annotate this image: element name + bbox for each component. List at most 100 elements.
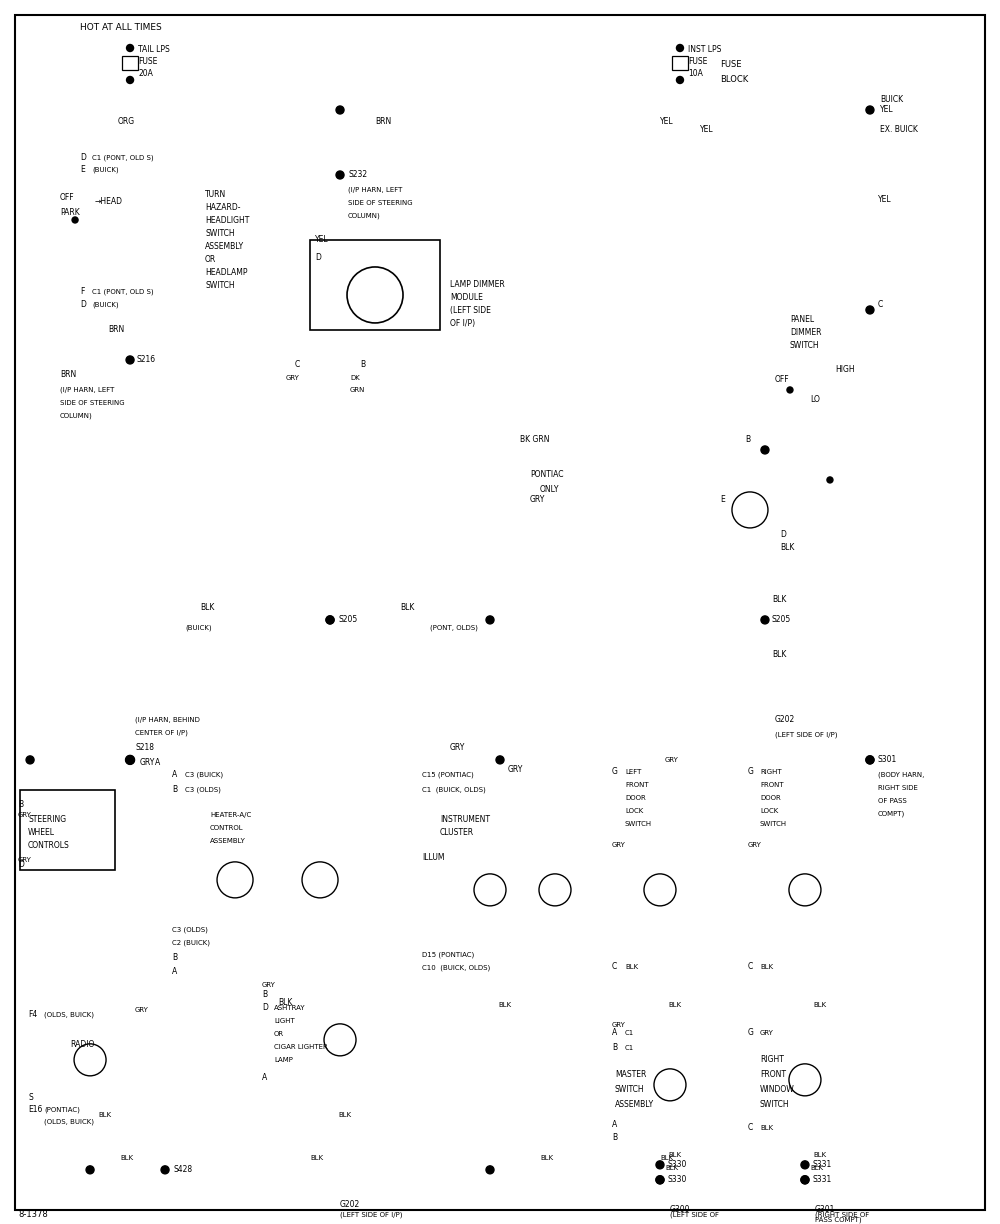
- Text: BLK: BLK: [310, 1154, 323, 1160]
- Text: SWITCH: SWITCH: [625, 821, 652, 827]
- Text: ASHTRAY: ASHTRAY: [274, 1005, 306, 1011]
- Text: C: C: [295, 360, 300, 370]
- Text: TURN: TURN: [205, 191, 226, 200]
- Text: (LEFT SIDE OF: (LEFT SIDE OF: [670, 1212, 719, 1218]
- Text: D: D: [780, 530, 786, 540]
- Text: PANEL: PANEL: [790, 316, 814, 324]
- Text: BLK: BLK: [780, 543, 794, 552]
- Text: BRN: BRN: [60, 371, 76, 379]
- Circle shape: [474, 874, 506, 906]
- Text: B: B: [612, 1133, 617, 1142]
- Circle shape: [656, 1176, 664, 1184]
- Text: C10  (BUICK, OLDS): C10 (BUICK, OLDS): [422, 965, 490, 971]
- Text: LO: LO: [810, 395, 820, 404]
- Text: S218: S218: [135, 743, 154, 753]
- Bar: [20, 789, 115, 870]
- Text: GRN: GRN: [350, 387, 365, 393]
- Text: G301: G301: [815, 1206, 835, 1214]
- Text: ONLY: ONLY: [540, 486, 559, 494]
- Text: BLK: BLK: [668, 1002, 681, 1007]
- Text: PASS COMPT): PASS COMPT): [815, 1217, 862, 1223]
- Text: B: B: [18, 800, 23, 809]
- Text: DOOR: DOOR: [625, 794, 646, 800]
- Text: GRY: GRY: [262, 982, 276, 988]
- Text: WINDOW: WINDOW: [760, 1086, 795, 1094]
- Text: C15 (PONTIAC): C15 (PONTIAC): [422, 771, 474, 778]
- Text: MODULE: MODULE: [450, 294, 483, 302]
- Text: RIGHT: RIGHT: [760, 769, 782, 775]
- Text: TAIL LPS: TAIL LPS: [138, 45, 170, 55]
- Circle shape: [676, 44, 683, 51]
- Circle shape: [676, 76, 683, 83]
- Text: GRY: GRY: [760, 1029, 774, 1036]
- Text: (OLDS, BUICK): (OLDS, BUICK): [44, 1119, 94, 1125]
- Text: GRY: GRY: [135, 1007, 149, 1012]
- Circle shape: [801, 1176, 809, 1184]
- Text: PARK: PARK: [60, 208, 80, 218]
- Circle shape: [126, 756, 134, 764]
- Text: GRY: GRY: [612, 1022, 626, 1028]
- Text: RADIO: RADIO: [70, 1040, 94, 1049]
- Text: BLK: BLK: [120, 1154, 133, 1160]
- Text: BLK: BLK: [772, 595, 786, 605]
- Text: YEL: YEL: [315, 235, 329, 245]
- Text: YEL: YEL: [660, 118, 674, 126]
- Text: SWITCH: SWITCH: [760, 1100, 790, 1109]
- Text: SWITCH: SWITCH: [205, 282, 235, 290]
- Text: WHEEL: WHEEL: [28, 829, 55, 837]
- Circle shape: [302, 862, 338, 898]
- Text: FUSE: FUSE: [720, 60, 741, 70]
- Text: S331: S331: [813, 1175, 832, 1185]
- Circle shape: [866, 756, 874, 764]
- Text: C3 (BUICK): C3 (BUICK): [185, 771, 223, 778]
- Text: (RIGHT SIDE OF: (RIGHT SIDE OF: [815, 1212, 869, 1218]
- Text: ILLUM: ILLUM: [422, 853, 445, 863]
- Text: S205: S205: [338, 616, 357, 624]
- Text: (OLDS, BUICK): (OLDS, BUICK): [44, 1011, 94, 1018]
- Text: D: D: [80, 153, 86, 163]
- Text: G300: G300: [670, 1206, 690, 1214]
- Circle shape: [801, 1160, 809, 1169]
- Text: BLK: BLK: [813, 1152, 826, 1158]
- Circle shape: [486, 1165, 494, 1174]
- Text: G: G: [612, 767, 618, 776]
- Text: CIGAR LIGHTER: CIGAR LIGHTER: [274, 1044, 328, 1050]
- Text: CLUSTER: CLUSTER: [440, 829, 474, 837]
- Text: G: G: [748, 1028, 754, 1038]
- Text: F: F: [80, 288, 84, 296]
- Text: BLK: BLK: [760, 963, 773, 969]
- Text: INSTRUMENT: INSTRUMENT: [440, 815, 490, 825]
- Text: (BUICK): (BUICK): [92, 166, 119, 174]
- Text: GRY: GRY: [18, 812, 32, 818]
- Bar: [122, 56, 138, 70]
- Text: S330: S330: [668, 1160, 687, 1169]
- Text: ASSEMBLY: ASSEMBLY: [205, 242, 244, 251]
- Text: F4: F4: [28, 1010, 37, 1020]
- Circle shape: [324, 1023, 356, 1056]
- Text: HEADLIGHT: HEADLIGHT: [205, 217, 249, 225]
- Text: B: B: [262, 990, 267, 999]
- Text: GRY: GRY: [530, 496, 545, 504]
- Text: C: C: [878, 300, 883, 310]
- Text: GRY: GRY: [450, 743, 465, 753]
- Text: RIGHT: RIGHT: [760, 1055, 784, 1065]
- Circle shape: [126, 356, 134, 364]
- Text: 20A: 20A: [138, 70, 153, 78]
- Text: COLUMN): COLUMN): [60, 412, 93, 419]
- Circle shape: [539, 874, 571, 906]
- Text: A: A: [172, 770, 177, 780]
- Text: HEADLAMP: HEADLAMP: [205, 268, 248, 278]
- Circle shape: [217, 862, 253, 898]
- Circle shape: [801, 1176, 809, 1184]
- Text: C: C: [612, 962, 617, 972]
- Text: COLUMN): COLUMN): [348, 213, 381, 219]
- Text: 10A: 10A: [688, 70, 703, 78]
- Text: E16: E16: [28, 1105, 42, 1114]
- Text: FUSE: FUSE: [688, 58, 707, 66]
- Text: B: B: [612, 1043, 617, 1053]
- Circle shape: [732, 492, 768, 528]
- Text: BRN: BRN: [108, 326, 124, 334]
- Text: (BODY HARN,: (BODY HARN,: [878, 771, 924, 778]
- Circle shape: [496, 756, 504, 764]
- Text: C1  (BUICK, OLDS): C1 (BUICK, OLDS): [422, 787, 486, 793]
